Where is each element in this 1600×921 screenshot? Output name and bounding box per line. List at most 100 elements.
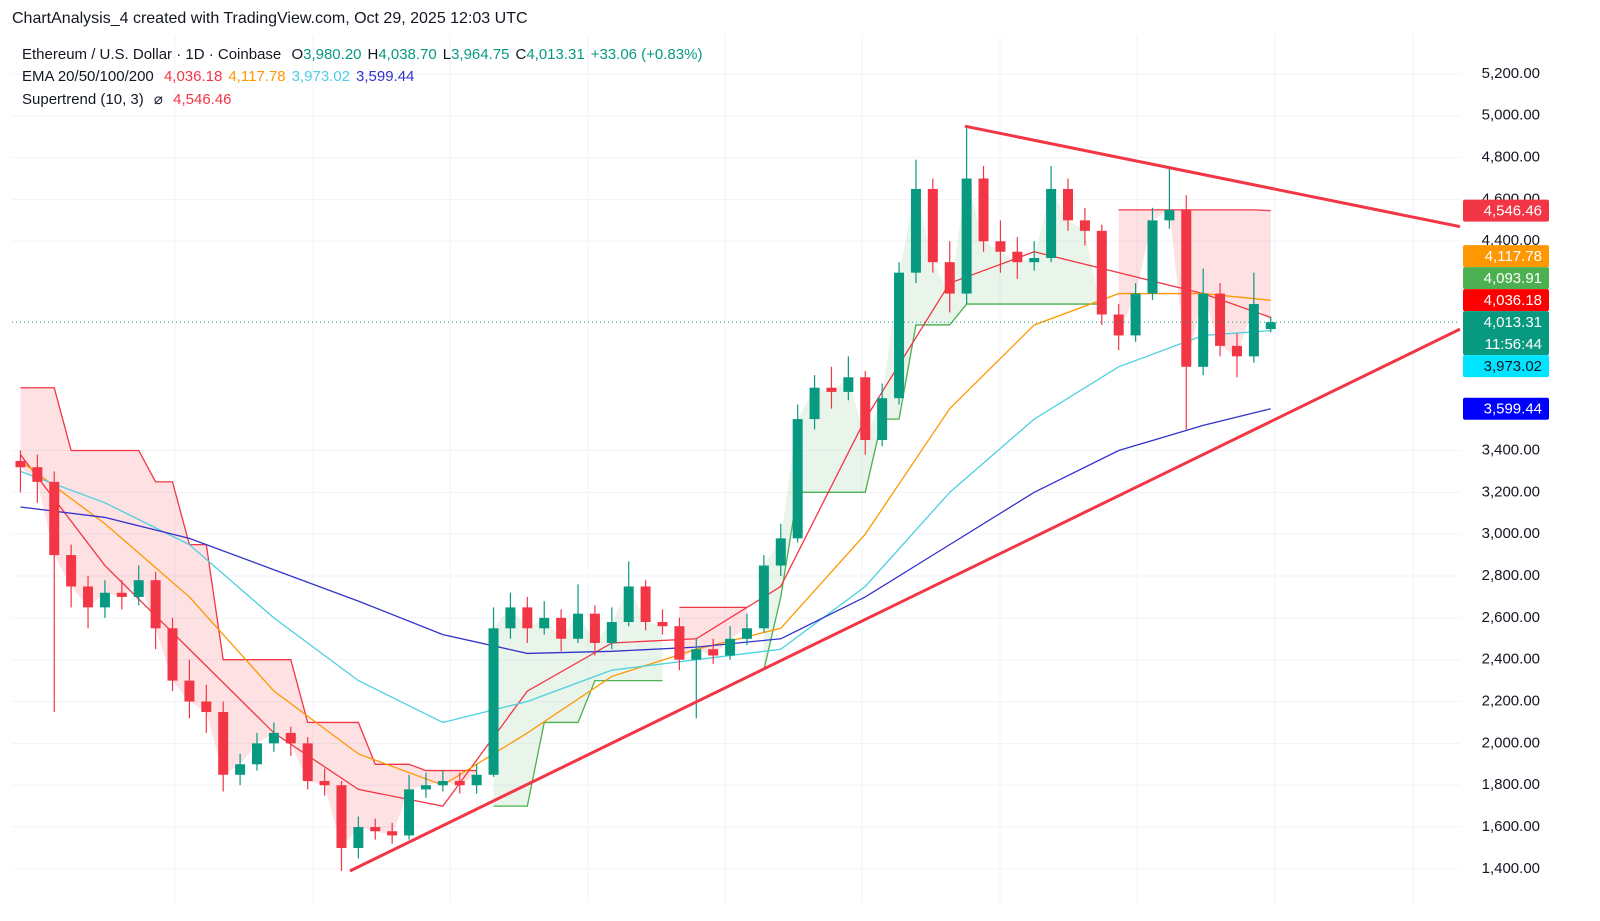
candle-body (573, 613, 584, 639)
ohlc-label: H (367, 46, 379, 63)
candle-body (116, 592, 127, 597)
countdown: 11:56:44 (1485, 336, 1542, 353)
candle-body (758, 565, 769, 629)
candle-body (404, 789, 415, 836)
y-tick-label: 2,200.00 (1482, 693, 1540, 710)
symbol-legend: Ethereum / U.S. Dollar · 1D · Coinbase O… (22, 46, 708, 63)
supertrend-legend: Supertrend (10, 3) ⌀ 4,546.46 (22, 90, 238, 108)
candle-body (268, 732, 279, 744)
price-badge (1463, 289, 1549, 312)
candle-body (775, 538, 786, 566)
supertrend-label: Supertrend (10, 3) (22, 91, 144, 108)
candle-body (1248, 304, 1259, 357)
candle-body (691, 649, 702, 660)
candle-body (1164, 209, 1175, 221)
price-badge (1463, 311, 1549, 356)
ema-legend: EMA 20/50/100/200 4,036.18 4,117.78 3,973.… (22, 68, 420, 85)
ema-value: 4,036.18 (163, 68, 223, 85)
candle-body (606, 622, 617, 643)
ema-label: EMA 20/50/100/200 (22, 68, 154, 85)
candle-body (336, 785, 347, 848)
y-tick-label: 5,000.00 (1482, 107, 1540, 124)
candle-body (1012, 251, 1023, 263)
ema-line (20, 292, 1271, 786)
ohlc-label: L (442, 46, 452, 63)
y-tick-label: 1,400.00 (1482, 860, 1540, 877)
y-tick-label: 3,000.00 (1482, 525, 1540, 542)
supertrend-line (1118, 209, 1271, 212)
price-badge-label: 4,117.78 (1485, 248, 1542, 265)
price-badge-label: 3,973.02 (1484, 358, 1542, 375)
price-badge (1463, 267, 1549, 290)
price-badge-label: 4,093.91 (1484, 270, 1542, 287)
candle-body (387, 831, 398, 836)
candle-body (285, 732, 296, 744)
candle-body (860, 377, 871, 441)
candle-body (944, 262, 955, 294)
candle-body (1063, 188, 1074, 221)
ema-line (20, 329, 1271, 724)
candle-body (1215, 293, 1226, 346)
candle-body (894, 272, 905, 399)
candle-body (978, 178, 989, 242)
ema-line (20, 408, 1271, 655)
candle-body (1181, 209, 1192, 367)
supertrend-line (493, 679, 663, 807)
y-tick-label: 3,200.00 (1482, 483, 1540, 500)
price-badge (1463, 397, 1549, 420)
candle-body (302, 743, 313, 782)
candle-body (184, 680, 195, 702)
candle-body (1096, 230, 1107, 315)
candle-body (556, 617, 567, 639)
candle-body (792, 419, 803, 539)
candle-body (1231, 345, 1242, 357)
candle-body (522, 607, 533, 629)
candle-body (995, 241, 1006, 252)
price-badge (1463, 355, 1549, 378)
candle-body (657, 622, 668, 627)
ohlc-value: 3,964.75 (451, 46, 510, 63)
candle-body (961, 178, 972, 294)
candle-body (437, 781, 448, 786)
y-tick-label: 2,800.00 (1482, 567, 1540, 584)
watermark: ChartAnalysis_4 created with TradingView… (12, 10, 528, 27)
chart-title: Ethereum / U.S. Dollar · 1D · Coinbase (22, 46, 282, 63)
candle-body (1198, 293, 1209, 367)
candle-body (927, 188, 938, 263)
price-badge (1463, 199, 1549, 222)
y-tick-label: 2,400.00 (1482, 651, 1540, 668)
candle-body (877, 398, 888, 441)
candle-body (49, 481, 60, 556)
candle-body (809, 387, 820, 420)
candle-body (319, 781, 330, 786)
y-tick-label: 3,400.00 (1482, 441, 1540, 458)
candle-body (83, 586, 94, 608)
candle-body (910, 188, 921, 273)
supertrend-value: 4,546.46 (173, 91, 232, 108)
candle-body (1113, 314, 1124, 336)
candle-body (1046, 188, 1057, 259)
y-tick-label: 5,200.00 (1482, 65, 1540, 82)
candle-body (708, 649, 719, 656)
candle-body (370, 827, 381, 832)
candle-body (420, 785, 431, 790)
ohlc-label: C (515, 46, 527, 63)
price-badge-label: 3,599.44 (1484, 401, 1542, 418)
ohlc-value: 4,038.70 (378, 46, 437, 63)
candle-body (99, 592, 110, 608)
supertrend-fill (493, 586, 663, 807)
candle-body (1147, 220, 1158, 294)
supertrend-line (763, 303, 1102, 671)
candle-body (640, 586, 651, 623)
candle-body (1079, 220, 1090, 231)
candle-body (353, 827, 364, 848)
candle-body (843, 377, 854, 392)
candle-body (235, 764, 246, 775)
candle-body (1130, 293, 1141, 336)
candle-body (167, 628, 178, 681)
candle-body (725, 638, 736, 656)
price-badge-label: 4,013.31 (1484, 314, 1542, 331)
price-badge-label: 4,036.18 (1484, 292, 1542, 309)
candle-body (32, 467, 43, 482)
